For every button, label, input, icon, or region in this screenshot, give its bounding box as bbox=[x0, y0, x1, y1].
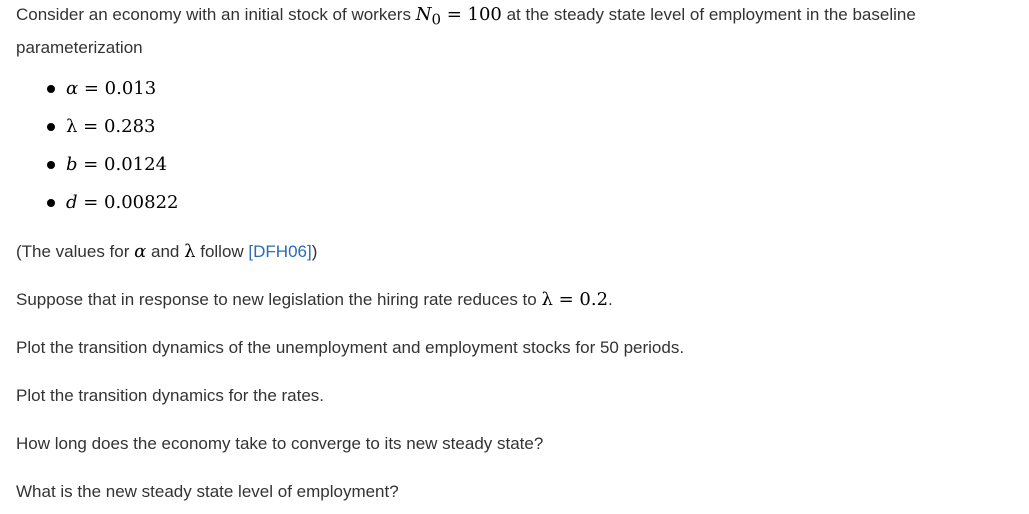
question-level: What is the new steady state level of em… bbox=[16, 482, 399, 501]
parameter-symbol: b bbox=[66, 154, 78, 175]
parameter-item-b: b = 0.0124 bbox=[16, 146, 179, 184]
parameter-value: = 0.013 bbox=[78, 78, 157, 99]
intro-paragraph: Consider an economy with an initial stoc… bbox=[16, 1, 916, 61]
parameter-math: α = 0.013 bbox=[66, 78, 156, 99]
task-stocks: Plot the transition dynamics of the unem… bbox=[16, 338, 685, 357]
parameter-value: = 0.283 bbox=[77, 116, 156, 137]
n0-value: = 100 bbox=[440, 4, 502, 25]
source-note-close: ) bbox=[311, 242, 318, 261]
intro-text-after: at the steady state level of employment … bbox=[501, 5, 916, 24]
question-converge: How long does the economy take to conver… bbox=[16, 434, 544, 453]
intro-text-before: Consider an economy with an initial stoc… bbox=[16, 5, 416, 24]
parameter-value: = 0.0124 bbox=[77, 154, 168, 175]
source-note-and: and bbox=[146, 242, 185, 261]
bullet-icon bbox=[47, 85, 55, 93]
new-lambda-symbol: λ bbox=[541, 289, 553, 310]
new-lambda-value: = 0.2 bbox=[552, 289, 609, 310]
parameter-list: α = 0.013 λ = 0.283 b = 0.0124 d = 0.008… bbox=[16, 70, 179, 222]
task-rates: Plot the transition dynamics for the rat… bbox=[16, 386, 325, 405]
bullet-icon bbox=[47, 199, 55, 207]
parameter-math: b = 0.0124 bbox=[66, 154, 167, 175]
parameter-item-d: d = 0.00822 bbox=[16, 184, 179, 222]
parameter-symbol: λ bbox=[66, 116, 78, 137]
n0-subscript: 0 bbox=[431, 10, 441, 29]
n0-math: N0 = 100 bbox=[415, 4, 502, 29]
parameter-item-alpha: α = 0.013 bbox=[16, 70, 179, 108]
bullet-icon bbox=[47, 161, 55, 169]
alpha-symbol: α bbox=[134, 241, 147, 262]
parameter-value: = 0.00822 bbox=[77, 192, 179, 213]
citation-link-dfh06[interactable]: [DFH06] bbox=[248, 242, 312, 261]
legislation-period: . bbox=[608, 290, 613, 309]
source-note-open: (The values for bbox=[16, 242, 135, 261]
legislation-text: Suppose that in response to new legislat… bbox=[16, 290, 542, 309]
n0-symbol: N bbox=[415, 4, 432, 25]
bullet-icon bbox=[47, 123, 55, 131]
source-note-follow: follow bbox=[195, 242, 249, 261]
source-note: (The values for α and λ follow [DFH06]) bbox=[16, 238, 317, 265]
parameter-item-lambda: λ = 0.283 bbox=[16, 108, 179, 146]
new-lambda-math: λ = 0.2 bbox=[541, 289, 608, 310]
intro-text-line2: parameterization bbox=[16, 37, 143, 57]
lambda-symbol: λ bbox=[184, 241, 196, 262]
parameter-math: λ = 0.283 bbox=[66, 116, 155, 137]
lambda-math: λ bbox=[184, 241, 195, 262]
alpha-math: α bbox=[134, 241, 146, 262]
legislation-paragraph: Suppose that in response to new legislat… bbox=[16, 286, 613, 313]
parameter-symbol: α bbox=[66, 78, 79, 99]
parameter-math: d = 0.00822 bbox=[66, 192, 179, 213]
parameter-symbol: d bbox=[66, 192, 78, 213]
